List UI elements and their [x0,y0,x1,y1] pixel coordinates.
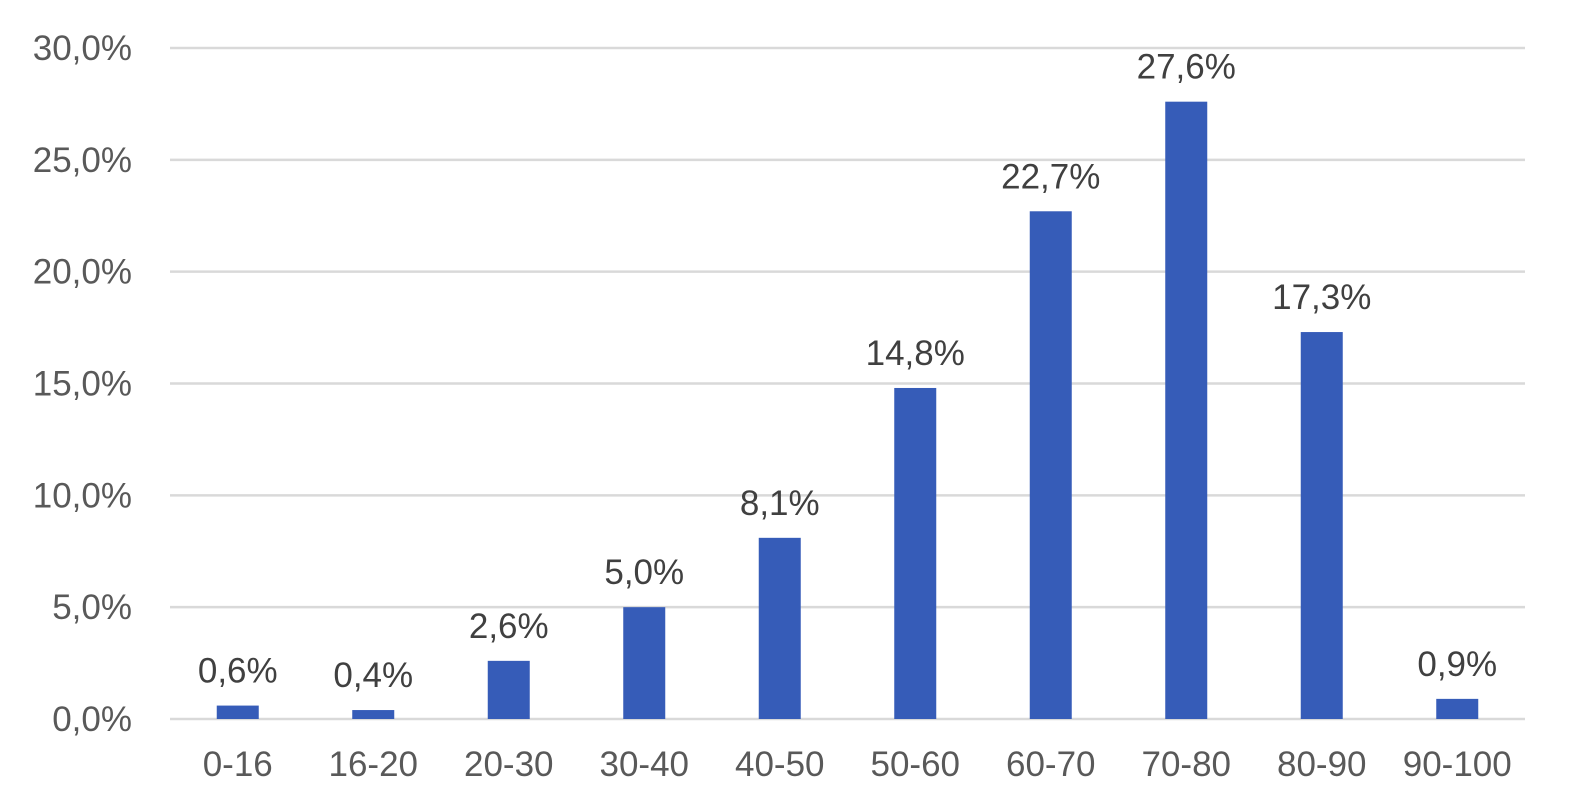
x-tick-label: 20-30 [464,745,554,784]
data-label: 0,9% [1417,645,1497,684]
x-tick-label: 70-80 [1141,745,1231,784]
y-axis-ticks: 0,0% 5,0% 10,0% 15,0% 20,0% 25,0% 30,0% [33,29,132,739]
bar-50-60 [894,387,937,719]
data-label: 14,8% [866,334,965,373]
data-label: 5,0% [604,553,684,592]
bar-70-80 [1165,101,1208,720]
x-tick-label: 30-40 [599,745,689,784]
bar-60-70 [1029,211,1072,719]
y-tick-label: 30,0% [33,29,132,68]
gridlines [170,46,1525,721]
data-label: 0,6% [198,652,278,691]
y-tick-label: 20,0% [33,253,132,292]
y-tick-label: 10,0% [33,476,132,515]
y-tick-label: 0,0% [52,700,132,739]
data-label: 8,1% [740,484,820,523]
x-tick-label: 50-60 [870,745,960,784]
bars [216,101,1479,720]
x-tick-label: 0-16 [203,745,273,784]
bar-20-30 [487,660,530,719]
data-labels: 0,6% 0,4% 2,6% 5,0% 8,1% 14,8% 22,7% 27,6% 17,3%… [198,48,1497,695]
bar-40-50 [758,537,801,719]
y-tick-label: 15,0% [33,365,132,404]
x-tick-label: 90-100 [1403,745,1512,784]
y-tick-label: 5,0% [52,588,132,627]
y-tick-label: 25,0% [33,141,132,180]
x-tick-label: 40-50 [735,745,825,784]
data-label: 22,7% [1001,157,1100,196]
bar-30-40 [623,607,666,719]
x-axis-ticks: 0-16 16-20 20-30 30-40 40-50 50-60 60-70 70-80 8… [203,745,1512,784]
x-tick-label: 16-20 [328,745,418,784]
data-label: 27,6% [1137,48,1236,87]
data-label: 2,6% [469,607,549,646]
bar-0-16 [216,705,259,719]
bar-90-100 [1436,698,1479,719]
bar-16-20 [352,710,395,719]
x-tick-label: 60-70 [1006,745,1096,784]
bar-80-90 [1300,332,1343,719]
x-tick-label: 80-90 [1277,745,1367,784]
data-label: 0,4% [333,656,413,695]
data-label: 17,3% [1272,278,1371,317]
